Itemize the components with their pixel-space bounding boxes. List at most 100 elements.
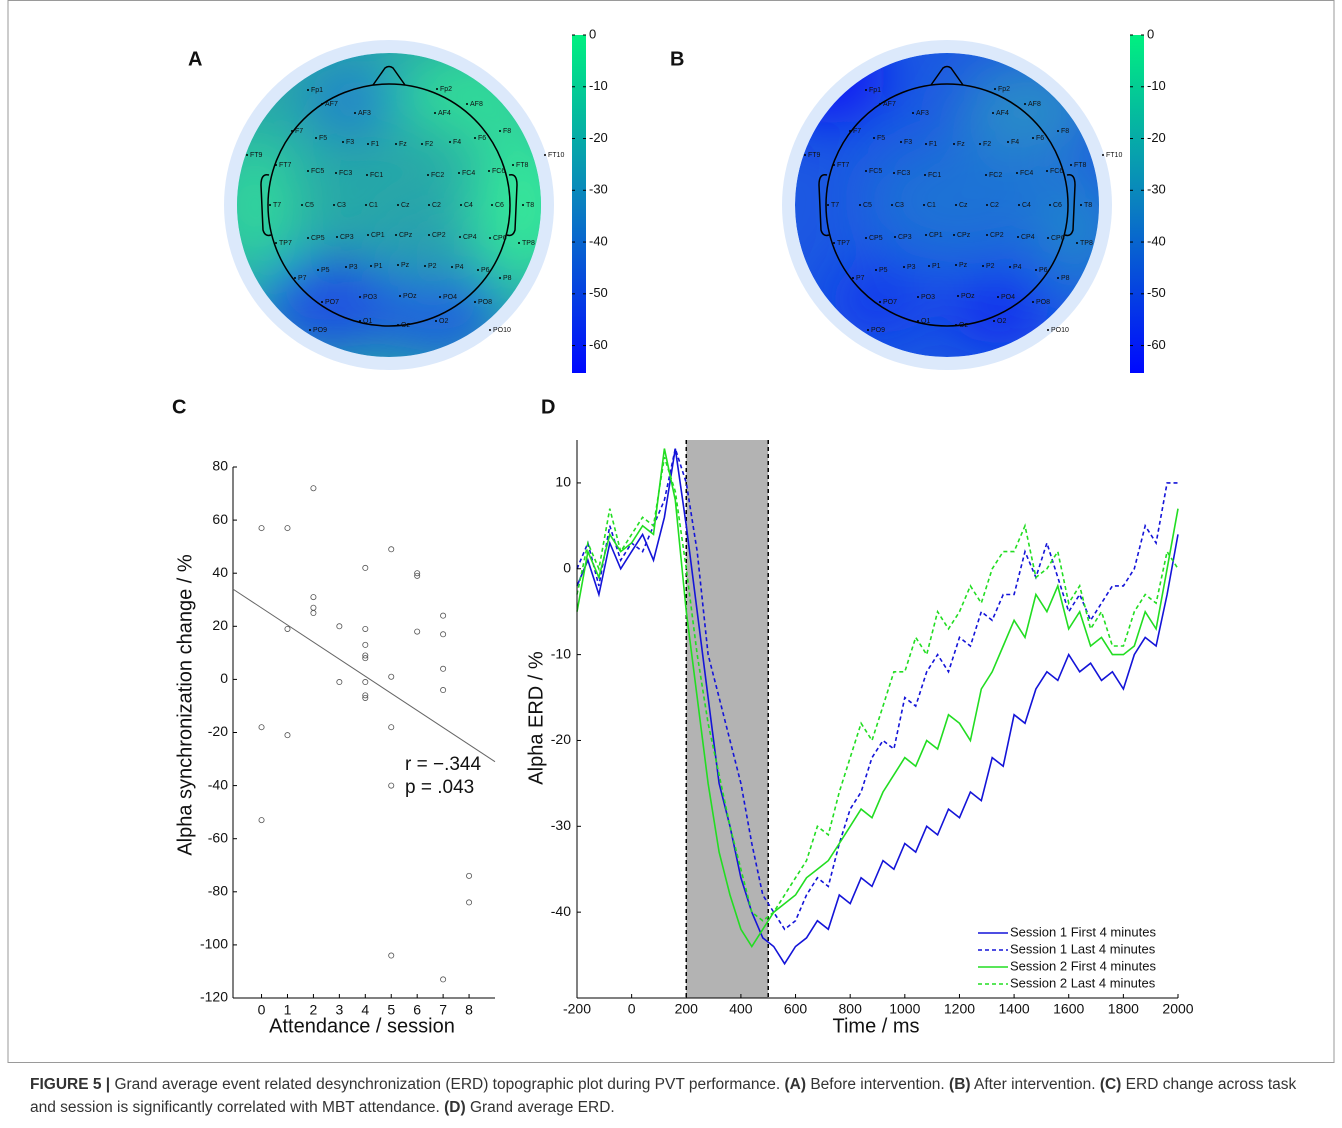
electrode-dot bbox=[1035, 269, 1037, 271]
electrode-label: PO3 bbox=[363, 294, 377, 301]
electrode-dot bbox=[269, 204, 271, 206]
electrode-dot bbox=[439, 296, 441, 298]
scatter-point bbox=[310, 594, 317, 601]
topo-blob bbox=[868, 140, 1048, 260]
electrode-dot bbox=[827, 204, 829, 206]
electrode-label: C2 bbox=[990, 202, 999, 209]
electrode-dot bbox=[367, 143, 369, 145]
electrode-label: C2 bbox=[432, 202, 441, 209]
y-tick-label: -80 bbox=[208, 883, 228, 899]
y-tick-label: -40 bbox=[551, 903, 571, 919]
electrode-dot bbox=[1024, 103, 1026, 105]
electrode-label: Fp2 bbox=[440, 86, 452, 93]
electrode-label: FT8 bbox=[516, 162, 529, 169]
electrode-label: C1 bbox=[927, 202, 936, 209]
electrode-dot bbox=[986, 234, 988, 236]
electrode-label: POz bbox=[403, 293, 417, 300]
x-tick-label: 1400 bbox=[999, 1001, 1030, 1017]
electrode-label: TP8 bbox=[522, 240, 535, 247]
x-tick-label: 1200 bbox=[944, 1001, 975, 1017]
electrode-label: FC6 bbox=[1050, 168, 1063, 175]
electrode-label: F4 bbox=[453, 139, 461, 146]
scatter-point bbox=[440, 976, 447, 983]
y-axis-title: Alpha synchronization change / % bbox=[174, 554, 196, 856]
electrode-dot bbox=[859, 204, 861, 206]
x-tick-label: 6 bbox=[413, 1002, 421, 1018]
electrode-dot bbox=[833, 164, 835, 166]
electrode-dot bbox=[335, 172, 337, 174]
caption: FIGURE 5 | Grand average event related d… bbox=[30, 1073, 1320, 1119]
electrode-label: F6 bbox=[1036, 135, 1044, 142]
x-tick-label: 2000 bbox=[1162, 1001, 1193, 1017]
electrode-label: CP6 bbox=[1051, 235, 1065, 242]
electrode-label: P2 bbox=[986, 263, 995, 270]
electrode-dot bbox=[359, 320, 361, 322]
colorbar-label: 0 bbox=[1147, 26, 1154, 41]
scatter-point bbox=[466, 899, 473, 906]
electrode-label: F1 bbox=[929, 141, 937, 148]
scatter-point bbox=[258, 724, 265, 731]
electrode-dot bbox=[309, 329, 311, 331]
colorbar-label: -10 bbox=[1147, 78, 1166, 93]
electrode-label: FT8 bbox=[1074, 162, 1087, 169]
colorbar-label: -30 bbox=[589, 182, 608, 197]
electrode-dot bbox=[1076, 242, 1078, 244]
caption-segment: ERD change across task and session is si… bbox=[30, 1076, 1297, 1116]
electrode-dot bbox=[985, 174, 987, 176]
electrode-label: AF7 bbox=[325, 101, 338, 108]
electrode-label: C5 bbox=[305, 202, 314, 209]
x-tick-label: 5 bbox=[387, 1002, 395, 1018]
electrode-dot bbox=[865, 89, 867, 91]
scatter-point bbox=[440, 631, 447, 638]
topo-field bbox=[795, 53, 1099, 357]
scatter-point bbox=[362, 692, 369, 699]
colorbar-label: -30 bbox=[1147, 182, 1166, 197]
electrode-dot bbox=[992, 112, 994, 114]
electrode-label: Fz bbox=[957, 141, 965, 148]
x-axis-title: Time / ms bbox=[832, 1015, 919, 1037]
scatter-point bbox=[362, 694, 369, 701]
electrode-dot bbox=[1057, 277, 1059, 279]
electrode-dot bbox=[436, 88, 438, 90]
electrode-label: CP2 bbox=[990, 232, 1004, 239]
y-tick-label: 20 bbox=[212, 617, 228, 633]
electrode-dot bbox=[893, 172, 895, 174]
scatter-point bbox=[284, 732, 291, 739]
electrode-label: P2 bbox=[428, 263, 437, 270]
head-outline bbox=[267, 83, 511, 327]
electrode-dot bbox=[879, 301, 881, 303]
caption-segment: (C) bbox=[1099, 1076, 1122, 1093]
electrode-dot bbox=[925, 234, 927, 236]
panel-label: C bbox=[172, 396, 186, 418]
scatter-point bbox=[388, 952, 395, 959]
electrode-dot bbox=[979, 143, 981, 145]
y-tick-label: 0 bbox=[563, 559, 571, 575]
electrode-label: CP4 bbox=[463, 234, 477, 241]
electrode-dot bbox=[1046, 170, 1048, 172]
electrode-dot bbox=[428, 234, 430, 236]
electrode-label: FC4 bbox=[1020, 170, 1033, 177]
electrode-dot bbox=[894, 236, 896, 238]
colorbar-label: -40 bbox=[589, 233, 608, 248]
electrode-label: O2 bbox=[439, 318, 448, 325]
electrode-label: CP3 bbox=[340, 234, 354, 241]
electrode-dot bbox=[321, 103, 323, 105]
scatter-point bbox=[414, 572, 421, 579]
electrode-label: F3 bbox=[904, 139, 912, 146]
series-line bbox=[576, 456, 1179, 922]
x-tick-label: 8 bbox=[465, 1002, 473, 1018]
electrode-label: Fp1 bbox=[311, 87, 323, 94]
scatter-point bbox=[284, 525, 291, 532]
electrode-dot bbox=[491, 204, 493, 206]
electrode-dot bbox=[993, 320, 995, 322]
scatter-point bbox=[362, 655, 369, 662]
electrode-label: AF8 bbox=[470, 101, 483, 108]
electrode-dot bbox=[1032, 301, 1034, 303]
scatter-point bbox=[414, 628, 421, 635]
electrode-label: PO7 bbox=[883, 299, 897, 306]
electrode-label: P4 bbox=[455, 264, 464, 271]
nose bbox=[372, 65, 406, 86]
electrode-label: AF3 bbox=[916, 110, 929, 117]
x-tick-label: 7 bbox=[439, 1002, 447, 1018]
electrode-label: F7 bbox=[295, 128, 303, 135]
